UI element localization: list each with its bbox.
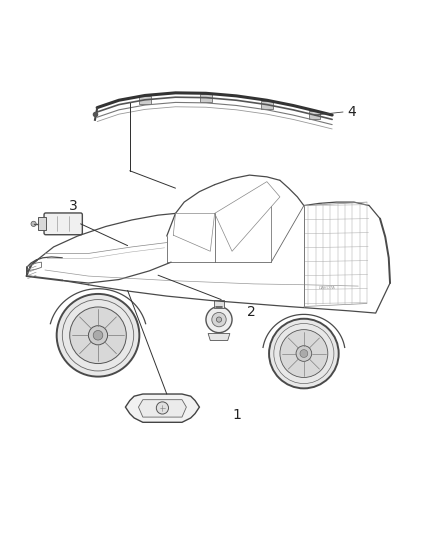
FancyBboxPatch shape (139, 96, 151, 104)
Circle shape (269, 319, 339, 389)
Circle shape (31, 221, 36, 227)
Circle shape (206, 306, 232, 333)
Circle shape (93, 330, 103, 340)
Circle shape (300, 350, 308, 358)
Polygon shape (125, 394, 199, 422)
Polygon shape (138, 400, 186, 417)
Circle shape (156, 402, 169, 414)
FancyBboxPatch shape (200, 94, 212, 102)
FancyBboxPatch shape (214, 300, 224, 308)
Text: DAKOTA: DAKOTA (319, 286, 336, 290)
Circle shape (57, 294, 139, 377)
Circle shape (296, 346, 312, 361)
FancyBboxPatch shape (38, 217, 46, 230)
Circle shape (70, 307, 126, 364)
FancyBboxPatch shape (44, 213, 82, 235)
Text: 3: 3 (69, 199, 78, 213)
Polygon shape (208, 334, 230, 341)
FancyBboxPatch shape (309, 111, 321, 119)
Circle shape (212, 312, 226, 327)
Text: 2: 2 (247, 305, 256, 319)
Circle shape (88, 326, 108, 345)
Text: 4: 4 (347, 105, 356, 119)
Circle shape (216, 317, 222, 322)
FancyBboxPatch shape (261, 101, 272, 109)
Text: 1: 1 (232, 408, 241, 422)
Circle shape (280, 329, 328, 377)
